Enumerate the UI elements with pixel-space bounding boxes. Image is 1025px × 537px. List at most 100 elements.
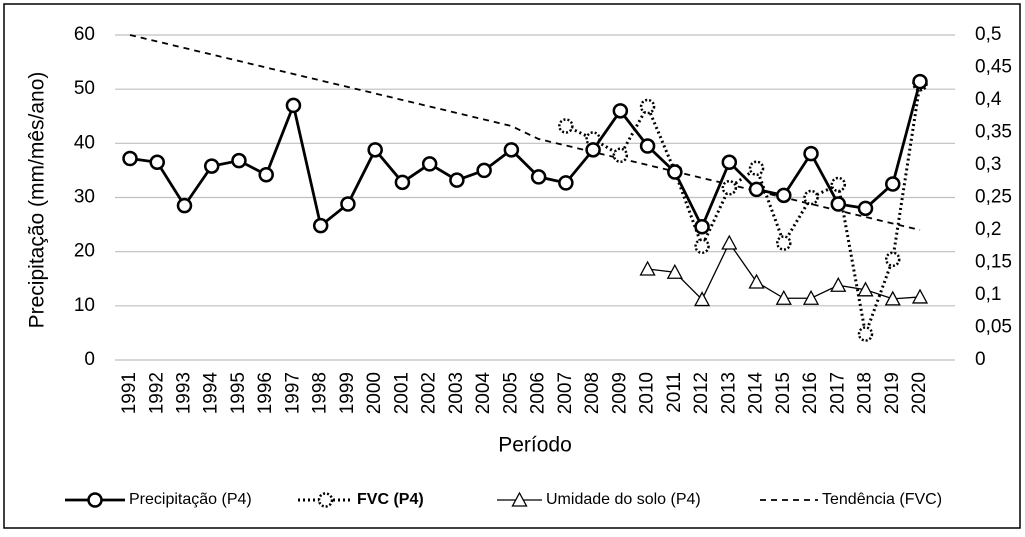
marker [830,196,847,212]
x-tick-label: 2003 [446,372,467,414]
legend-marker [511,491,528,507]
marker [585,142,601,158]
x-tick-label: 2004 [473,372,494,415]
marker [884,290,901,306]
marker [258,167,274,183]
marker [803,189,819,206]
marker [748,273,765,289]
x-tick-label: 1997 [282,372,303,414]
x-tick-label: 2006 [528,372,549,414]
marker [558,118,574,134]
marker [639,98,656,115]
x-axis-label: Período [498,434,572,457]
x-tick-label: 2005 [500,372,521,414]
marker [694,219,710,235]
marker [775,289,792,305]
x-tick-label: 2019 [882,372,903,414]
marker [122,150,138,167]
x-tick-label: 2010 [637,372,658,414]
x-tick-label: 1995 [228,372,249,414]
series-line [565,83,922,340]
legend-label: Umidade do solo (P4) [546,491,701,508]
x-tick-label: 1992 [146,372,167,414]
x-tick-label: 1998 [310,372,331,414]
marker [421,156,438,172]
marker [694,238,710,254]
x-tick-label: 2001 [391,372,412,414]
marker [231,152,247,169]
y-tick-label: 10 [74,295,95,316]
x-tick-label: 2013 [718,372,739,414]
y2-tick-label: 0,3 [975,154,1001,175]
marker [612,147,629,163]
marker [367,142,383,158]
marker [857,281,874,297]
x-tick-label: 1991 [119,372,140,414]
marker [911,288,929,304]
legend-marker [317,492,334,508]
y2-tick-label: 0,2 [975,219,1001,240]
legend-label: Tendência (FVC) [822,491,942,508]
marker [176,197,193,214]
x-tick-label: 2007 [555,372,576,414]
marker [748,181,765,198]
marker [285,97,302,114]
marker [639,260,656,276]
y-tick-label: 20 [74,241,95,262]
marker [857,200,874,217]
frame [3,3,1021,529]
marker [476,162,492,179]
x-tick-label: 1993 [173,372,194,414]
y2-tick-label: 0,25 [975,187,1012,208]
y-axis-label: Precipitação (mm/mês/ano) [26,72,49,329]
marker [149,154,165,171]
marker [639,138,656,154]
y2-tick-label: 0,4 [975,89,1002,110]
y-tick-label: 0 [84,349,95,370]
marker [857,326,874,342]
x-tick-label: 2009 [609,372,630,414]
y2-tick-label: 0,35 [975,122,1012,143]
legend-marker [87,492,103,508]
y-tick-label: 30 [74,187,95,208]
marker [394,174,411,191]
marker [748,160,765,176]
x-tick-label: 2008 [582,372,603,414]
y2-tick-label: 0,05 [975,317,1012,338]
y2-tick-label: 0,45 [975,57,1012,78]
x-tick-label: 2017 [827,372,848,414]
y2-tick-label: 0 [975,349,986,370]
marker [666,263,683,279]
marker [721,234,738,250]
x-tick-label: 1996 [255,372,276,414]
y-tick-label: 40 [74,132,95,153]
marker [203,158,220,174]
y2-tick-label: 0,1 [975,284,1001,305]
marker [693,291,711,307]
x-tick-label: 1994 [201,372,222,415]
x-tick-label: 2014 [746,372,767,415]
legend-label: Precipitação (P4) [129,491,252,508]
x-tick-label: 2018 [855,372,876,414]
marker [667,164,683,180]
x-tick-label: 2002 [419,372,440,414]
marker [912,73,928,90]
x-tick-label: 2015 [773,372,794,414]
x-tick-label: 2020 [909,372,930,414]
y-tick-label: 50 [74,78,95,99]
marker [449,172,465,188]
marker [776,187,792,204]
x-tick-label: 2000 [364,372,385,414]
x-tick-label: 1999 [337,372,358,414]
x-tick-label: 2012 [691,372,712,414]
marker [885,176,901,192]
marker [830,276,847,292]
marker [802,289,820,305]
y2-tick-label: 0,15 [975,252,1012,273]
marker [885,251,901,267]
series-line [129,34,921,231]
marker [612,103,629,119]
marker [530,169,547,185]
marker [721,180,738,196]
